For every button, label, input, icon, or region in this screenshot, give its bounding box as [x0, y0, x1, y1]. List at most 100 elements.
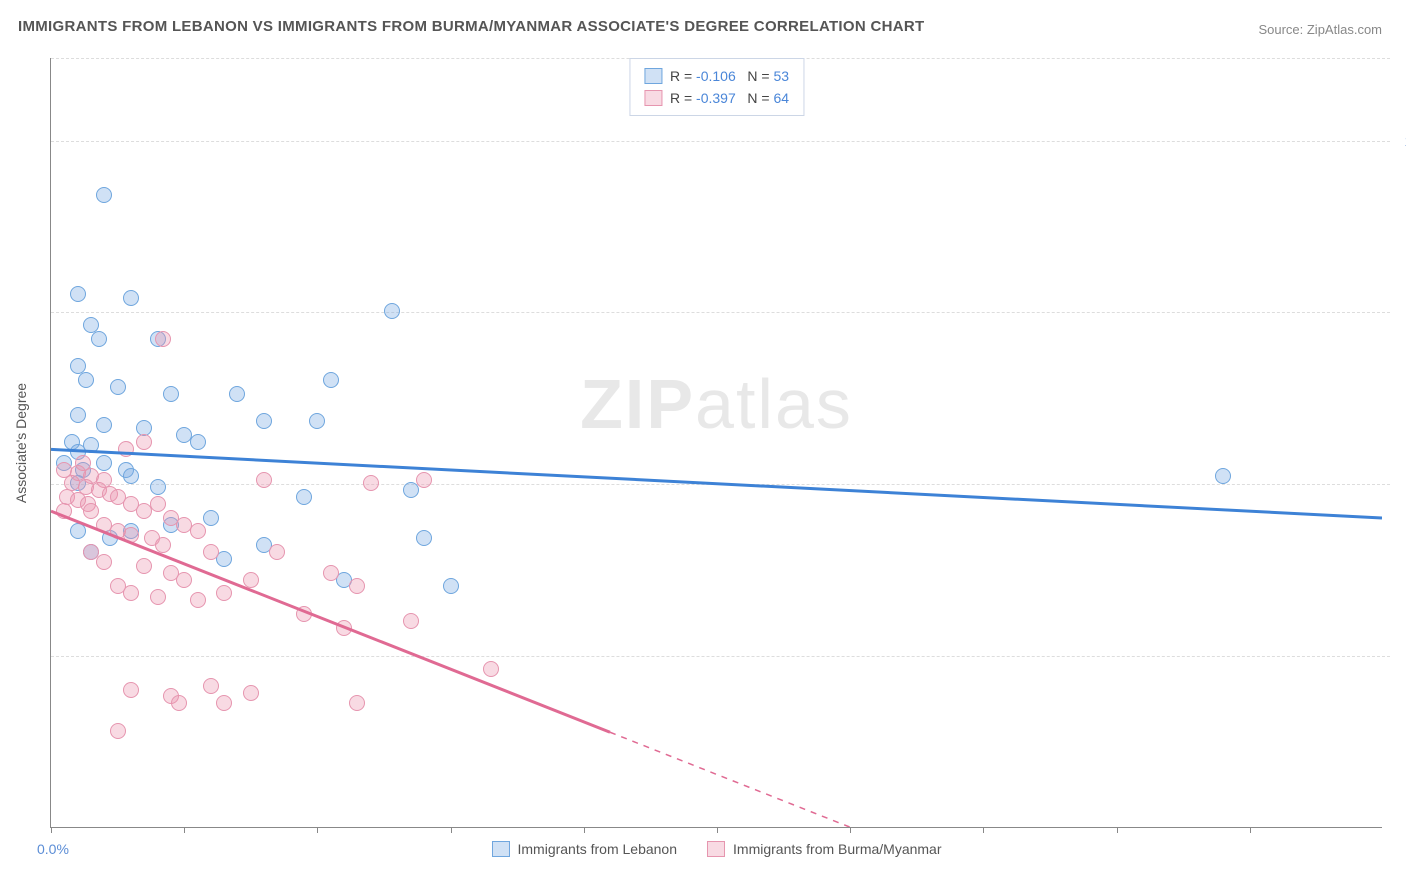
- gridline: [51, 484, 1390, 485]
- scatter-point: [96, 187, 112, 203]
- scatter-point: [150, 589, 166, 605]
- scatter-point: [443, 578, 459, 594]
- x-tick: [717, 827, 718, 833]
- scatter-point: [416, 472, 432, 488]
- x-tick: [451, 827, 452, 833]
- scatter-point: [150, 479, 166, 495]
- scatter-point: [83, 503, 99, 519]
- scatter-point: [155, 331, 171, 347]
- scatter-point: [256, 413, 272, 429]
- y-tick-label: 25.0%: [1392, 648, 1406, 664]
- scatter-point: [123, 527, 139, 543]
- legend-swatch: [491, 841, 509, 857]
- correlation-legend: R = -0.106 N = 53R = -0.397 N = 64: [629, 58, 804, 116]
- scatter-point: [309, 413, 325, 429]
- trend-line-solid: [51, 511, 610, 732]
- series-legend: Immigrants from Lebanon Immigrants from B…: [491, 841, 941, 857]
- scatter-point: [403, 613, 419, 629]
- scatter-point: [136, 434, 152, 450]
- scatter-point: [70, 286, 86, 302]
- scatter-point: [118, 441, 134, 457]
- scatter-point: [123, 682, 139, 698]
- legend-swatch: [707, 841, 725, 857]
- scatter-point: [70, 407, 86, 423]
- scatter-point: [96, 455, 112, 471]
- legend-swatch: [644, 68, 662, 84]
- scatter-point: [163, 386, 179, 402]
- scatter-point: [56, 503, 72, 519]
- scatter-point: [70, 523, 86, 539]
- scatter-point: [78, 372, 94, 388]
- scatter-point: [203, 510, 219, 526]
- scatter-point: [150, 496, 166, 512]
- scatter-point: [403, 482, 419, 498]
- scatter-point: [416, 530, 432, 546]
- legend-label: Immigrants from Burma/Myanmar: [733, 841, 941, 857]
- scatter-point: [203, 544, 219, 560]
- scatter-point: [216, 695, 232, 711]
- scatter-point: [203, 678, 219, 694]
- scatter-point: [123, 468, 139, 484]
- x-axis-label-max: 50.0%: [1392, 841, 1406, 857]
- y-tick-label: 100.0%: [1392, 133, 1406, 149]
- scatter-point: [176, 572, 192, 588]
- legend-row: R = -0.106 N = 53: [644, 65, 789, 87]
- scatter-point: [363, 475, 379, 491]
- scatter-point: [91, 331, 107, 347]
- legend-stats: R = -0.397 N = 64: [670, 87, 789, 109]
- x-tick: [850, 827, 851, 833]
- scatter-point: [96, 417, 112, 433]
- x-axis-label-min: 0.0%: [37, 841, 69, 857]
- trend-line-dashed: [610, 732, 850, 827]
- scatter-point: [190, 434, 206, 450]
- scatter-point: [216, 585, 232, 601]
- scatter-point: [296, 606, 312, 622]
- scatter-point: [190, 523, 206, 539]
- gridline: [51, 141, 1390, 142]
- scatter-point: [123, 290, 139, 306]
- scatter-point: [256, 472, 272, 488]
- scatter-point: [296, 489, 312, 505]
- scatter-point: [483, 661, 499, 677]
- scatter-point: [171, 695, 187, 711]
- x-tick: [983, 827, 984, 833]
- x-tick: [317, 827, 318, 833]
- legend-label: Immigrants from Lebanon: [517, 841, 677, 857]
- scatter-point: [110, 723, 126, 739]
- scatter-point: [349, 578, 365, 594]
- scatter-point: [1215, 468, 1231, 484]
- y-axis-title: Associate's Degree: [13, 382, 29, 502]
- scatter-point: [190, 592, 206, 608]
- scatter-point: [243, 685, 259, 701]
- x-tick: [184, 827, 185, 833]
- x-tick: [584, 827, 585, 833]
- source-label: Source: ZipAtlas.com: [1258, 22, 1382, 37]
- scatter-point: [243, 572, 259, 588]
- scatter-point: [155, 537, 171, 553]
- legend-swatch: [644, 90, 662, 106]
- x-tick: [51, 827, 52, 833]
- scatter-point: [349, 695, 365, 711]
- scatter-point: [384, 303, 400, 319]
- legend-item: Immigrants from Lebanon: [491, 841, 677, 857]
- scatter-point: [269, 544, 285, 560]
- scatter-point: [136, 558, 152, 574]
- gridline: [51, 656, 1390, 657]
- scatter-point: [83, 437, 99, 453]
- y-tick-label: 50.0%: [1392, 476, 1406, 492]
- scatter-point: [229, 386, 245, 402]
- chart-plot-area: ZIPatlas Associate's Degree R = -0.106 N…: [50, 58, 1382, 828]
- scatter-point: [96, 554, 112, 570]
- legend-item: Immigrants from Burma/Myanmar: [707, 841, 941, 857]
- chart-title: IMMIGRANTS FROM LEBANON VS IMMIGRANTS FR…: [18, 18, 924, 35]
- x-tick: [1117, 827, 1118, 833]
- trend-lines-layer: [51, 58, 1382, 827]
- legend-row: R = -0.397 N = 64: [644, 87, 789, 109]
- x-tick: [1250, 827, 1251, 833]
- gridline: [51, 312, 1390, 313]
- watermark-bold: ZIP: [580, 365, 695, 443]
- watermark: ZIPatlas: [580, 364, 853, 444]
- scatter-point: [123, 585, 139, 601]
- scatter-point: [110, 379, 126, 395]
- scatter-point: [323, 565, 339, 581]
